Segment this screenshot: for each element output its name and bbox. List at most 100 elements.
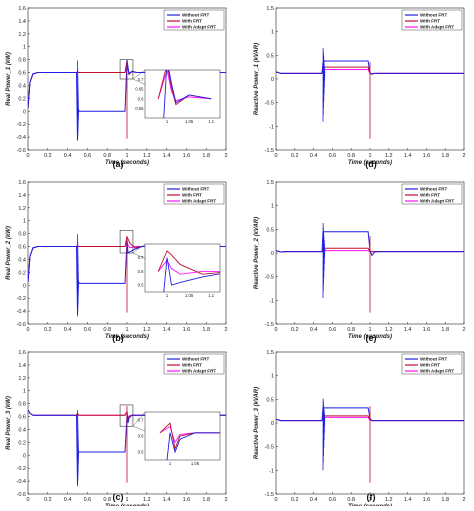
x-tick-label: 1.2 bbox=[385, 153, 393, 159]
y-tick-label: 1.5 bbox=[266, 350, 274, 356]
x-tick-label: 0 bbox=[274, 497, 277, 503]
y-tick-label: 1.6 bbox=[18, 180, 26, 186]
x-tick-label: 1.2 bbox=[385, 327, 393, 333]
legend-entry: With FRT bbox=[182, 19, 202, 24]
y-axis-label: Real Power_1 (kW) bbox=[6, 52, 12, 106]
legend-entry: With Adapt FRT bbox=[420, 25, 454, 30]
x-tick-label: 0.2 bbox=[291, 497, 299, 503]
series-oscillation-without-frt bbox=[322, 222, 326, 298]
zoom-source-box bbox=[119, 404, 134, 427]
y-tick-label: -1 bbox=[269, 124, 274, 130]
x-tick-label: 1.8 bbox=[202, 327, 210, 333]
series-oscillation-without-frt bbox=[77, 410, 79, 487]
panel-d: 0 0.2 0.4 0.6 0.8 1 1.2 1.4 1.6 1.8 2 -1.5 -1 -0.5 0 0.… bbox=[254, 6, 466, 169]
zoom-connector bbox=[132, 69, 146, 80]
x-tick-label: 0.4 bbox=[310, 153, 318, 159]
zoom-y-tick-label: 0.7 bbox=[138, 418, 144, 423]
zoom-y-tick-label: 0.65 bbox=[135, 87, 144, 92]
panel-c: 0 0.2 0.4 0.6 0.8 1 1.2 1.4 1.6 1.8 2 -0.6 -0.4 -0.2 0… bbox=[6, 350, 228, 510]
zoom-y-tick-label: 0.7 bbox=[138, 77, 144, 82]
y-tick-label: 0.8 bbox=[18, 402, 26, 408]
y-tick-label: 1.6 bbox=[18, 6, 26, 12]
x-tick-label: 0 bbox=[26, 327, 29, 333]
series-oscillation-without-frt bbox=[322, 47, 326, 122]
x-tick-label: 0 bbox=[274, 153, 277, 159]
zoom-x-tick-label: 1 bbox=[166, 119, 169, 124]
y-tick-label: 0 bbox=[271, 251, 274, 257]
zoom-inset bbox=[144, 243, 221, 293]
x-tick-label: 1.6 bbox=[423, 153, 431, 159]
zoom-inset bbox=[144, 411, 221, 461]
x-tick-label: 0.2 bbox=[44, 153, 52, 159]
x-tick-label: 0.6 bbox=[329, 327, 337, 333]
x-tick-label: 1 bbox=[368, 327, 371, 333]
x-tick-label: 1.2 bbox=[143, 153, 151, 159]
x-tick-label: 1.2 bbox=[143, 327, 151, 333]
zoom-y-tick-label: 0.6 bbox=[138, 96, 144, 101]
panel-label: (f) bbox=[367, 492, 376, 502]
x-tick-label: 0.6 bbox=[329, 497, 337, 503]
legend-entry: With FRT bbox=[420, 363, 440, 368]
x-tick-label: 0 bbox=[274, 327, 277, 333]
x-tick-label: 1.4 bbox=[404, 327, 412, 333]
series-line-without-frt bbox=[276, 60, 464, 75]
x-tick-label: 0.6 bbox=[84, 497, 92, 503]
y-tick-label: 0.5 bbox=[266, 53, 274, 59]
legend-entry: With FRT bbox=[420, 19, 440, 24]
series-line-without-frt bbox=[276, 407, 464, 422]
x-tick-label: 2 bbox=[224, 497, 227, 503]
x-tick-label: 1.4 bbox=[404, 153, 412, 159]
zoom-series-line bbox=[163, 70, 212, 118]
x-tick-label: 0.6 bbox=[84, 153, 92, 159]
x-tick-label: 0.4 bbox=[310, 497, 318, 503]
x-tick-label: 0.8 bbox=[347, 327, 355, 333]
zoom-x-tick-label: 1.05 bbox=[185, 119, 194, 124]
x-tick-label: 1 bbox=[125, 153, 128, 159]
series-line-without-frt bbox=[28, 409, 226, 485]
legend-entry: Without FRT bbox=[420, 357, 447, 362]
legend-entry: With Adapt FRT bbox=[182, 199, 216, 204]
zoom-x-tick-label: 1.05 bbox=[185, 293, 194, 298]
x-tick-label: 0.4 bbox=[64, 497, 72, 503]
panel-f: 0 0.2 0.4 0.6 0.8 1 1.2 1.4 1.6 1.8 2 -1.5 -1 -0.5 0 0.… bbox=[254, 350, 466, 510]
x-axis-label: Time (seconds) bbox=[348, 334, 392, 340]
zoom-y-tick-label: 0.5 bbox=[138, 450, 144, 455]
y-tick-label: 1.2 bbox=[18, 206, 26, 212]
panel-a: 0 0.2 0.4 0.6 0.8 1 1.2 1.4 1.6 1.8 2 -0.6 -0.4 -0.2 0… bbox=[6, 6, 228, 169]
zoom-series-line bbox=[157, 250, 220, 275]
x-tick-label: 0.2 bbox=[291, 327, 299, 333]
y-tick-label: -0.5 bbox=[265, 445, 274, 451]
legend-entry: Without FRT bbox=[182, 187, 209, 192]
legend-entry: With Adapt FRT bbox=[182, 25, 216, 30]
y-tick-label: 1 bbox=[271, 204, 274, 210]
y-tick-label: 0.2 bbox=[18, 270, 26, 276]
legend-entry: With Adapt FRT bbox=[420, 199, 454, 204]
x-tick-label: 1.4 bbox=[163, 497, 171, 503]
panel-label: (a) bbox=[113, 159, 124, 169]
y-tick-label: 0.8 bbox=[18, 232, 26, 238]
y-tick-label: 1.4 bbox=[18, 193, 26, 199]
x-tick-label: 1.2 bbox=[143, 497, 151, 503]
y-tick-label: 0 bbox=[23, 453, 26, 459]
y-tick-label: 1 bbox=[23, 45, 26, 51]
zoom-x-tick-label: 1.1 bbox=[208, 119, 214, 124]
y-tick-label: 1 bbox=[271, 30, 274, 36]
zoom-connector bbox=[132, 243, 146, 254]
legend-entry: Without FRT bbox=[420, 13, 447, 18]
x-tick-label: 2 bbox=[462, 497, 465, 503]
legend-entry: Without FRT bbox=[182, 357, 209, 362]
x-tick-label: 2 bbox=[224, 327, 227, 333]
y-tick-label: -0.6 bbox=[17, 148, 26, 154]
y-tick-label: -1.5 bbox=[265, 492, 274, 498]
x-tick-label: 0.8 bbox=[347, 497, 355, 503]
y-tick-label: 0.4 bbox=[18, 427, 26, 433]
series-oscillation-without-frt bbox=[77, 234, 79, 317]
x-tick-label: 1.6 bbox=[183, 497, 191, 503]
x-tick-label: 0.4 bbox=[64, 153, 72, 159]
y-axis-label: Reactive Power_1 (kVAR) bbox=[254, 43, 260, 115]
y-tick-label: -0.2 bbox=[17, 466, 26, 472]
y-tick-label: 0 bbox=[23, 283, 26, 289]
y-axis-label: Reactive Power_2 (kVAR) bbox=[254, 217, 260, 289]
y-tick-label: -1 bbox=[269, 298, 274, 304]
